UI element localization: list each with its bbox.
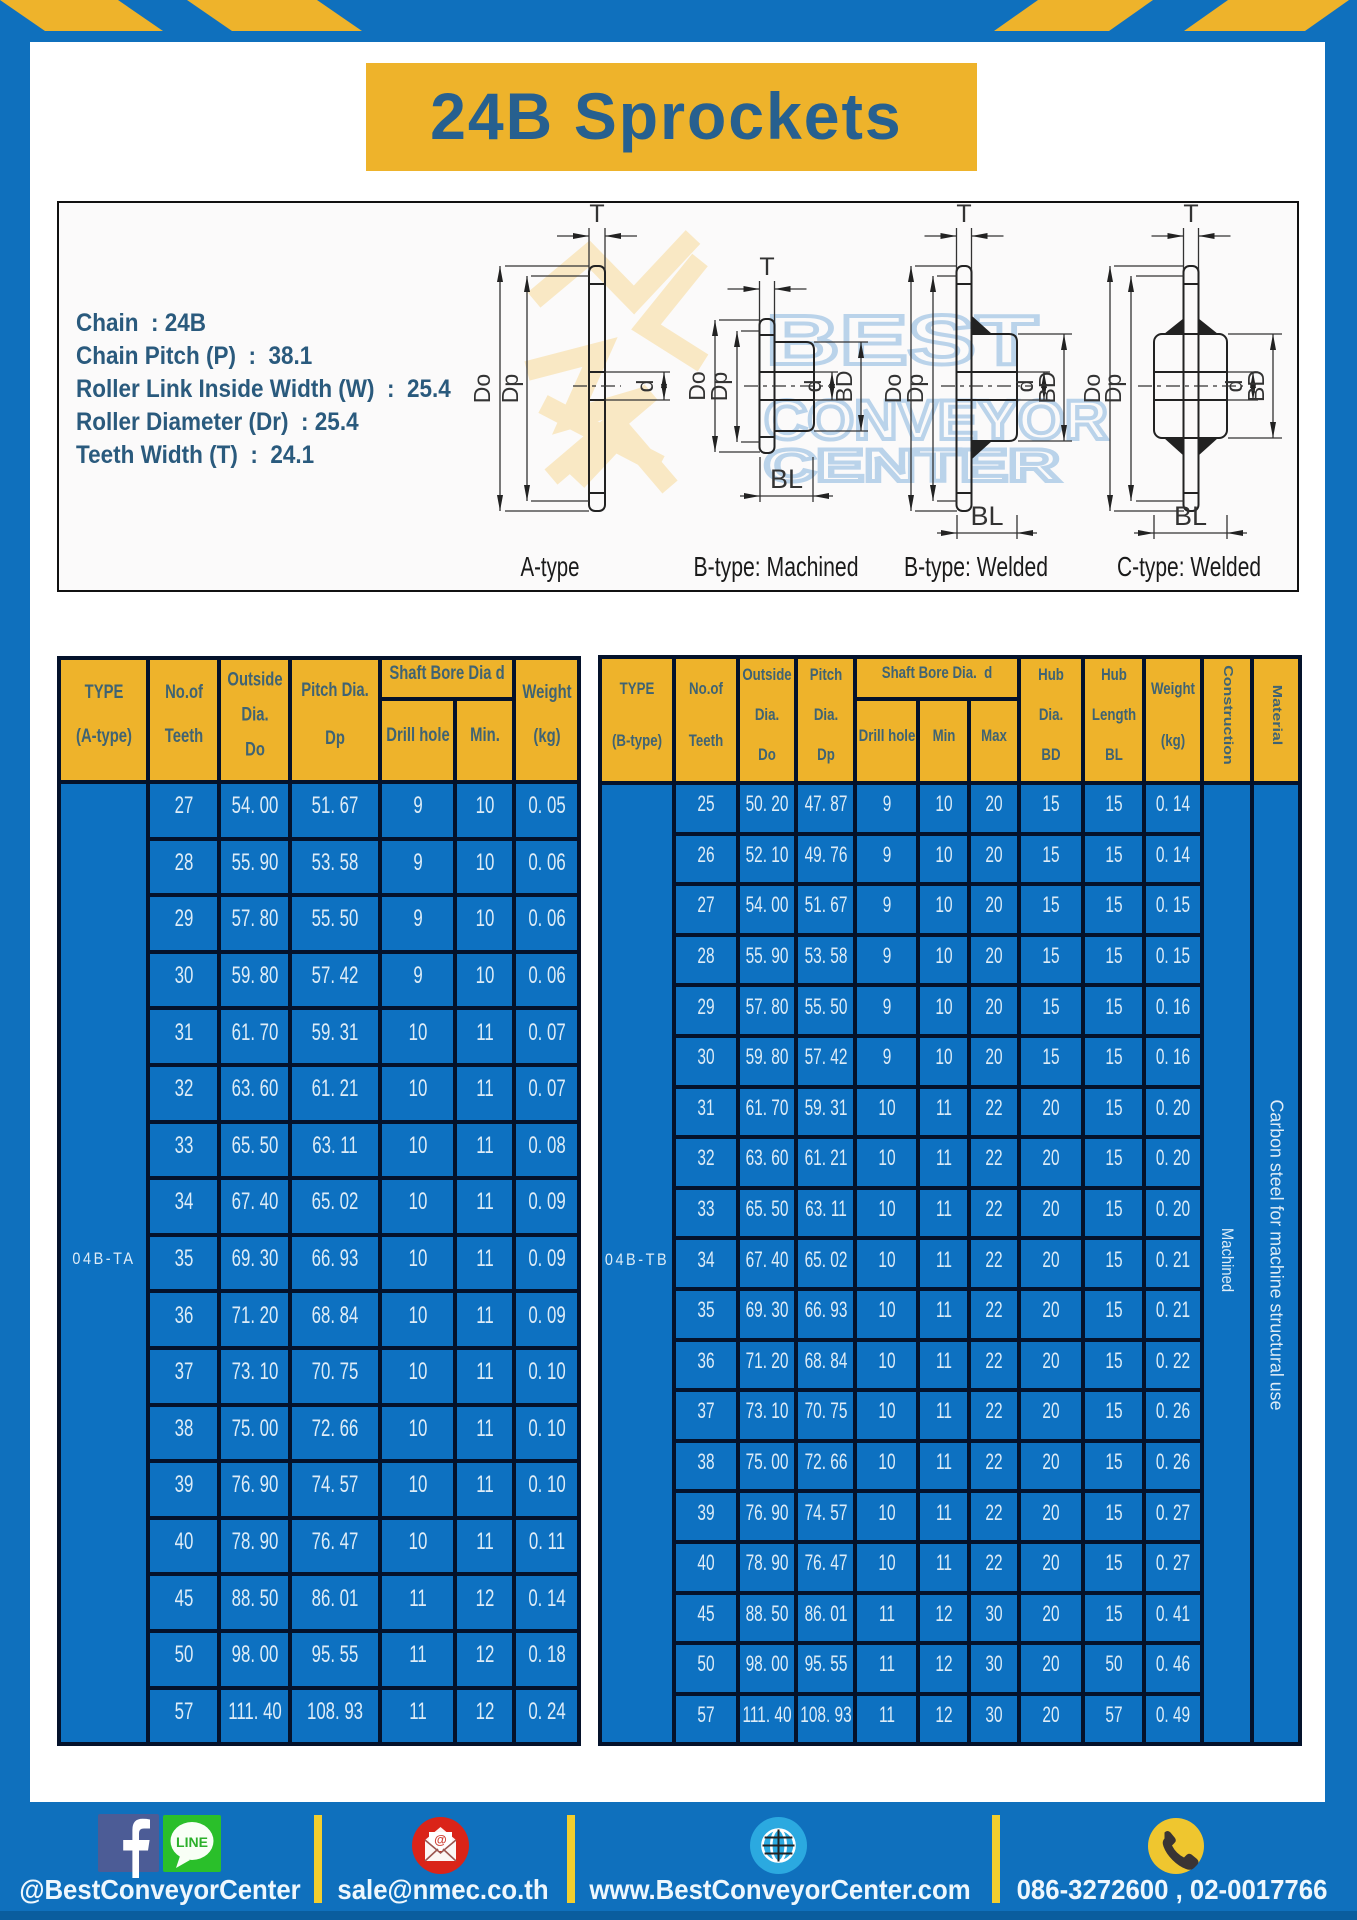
svg-text:CONVEYOR: CONVEYOR <box>764 388 1108 451</box>
svg-text:d: d <box>1012 380 1038 393</box>
svg-text:@: @ <box>434 1832 447 1847</box>
svg-text:Dp: Dp <box>902 374 928 403</box>
svg-text:Dp: Dp <box>706 372 732 401</box>
svg-text:LINE: LINE <box>176 1834 208 1850</box>
svg-text:Do: Do <box>880 374 906 403</box>
svg-text:d: d <box>800 380 826 393</box>
svg-text:d: d <box>1221 380 1247 393</box>
svg-text:d: d <box>632 380 658 393</box>
svg-text:Do: Do <box>684 371 710 400</box>
svg-text:BD: BD <box>1243 370 1269 402</box>
svg-text:T: T <box>759 253 774 281</box>
svg-text:T: T <box>956 200 971 228</box>
svg-text:T: T <box>1183 200 1198 228</box>
svg-text:BD: BD <box>831 371 857 403</box>
svg-text:BD: BD <box>1034 372 1060 404</box>
svg-text:B-type: Machined: B-type: Machined <box>694 551 859 582</box>
svg-text:CENTER: CENTER <box>764 440 1060 491</box>
svg-text:BEST: BEST <box>766 301 1038 379</box>
svg-text:T: T <box>589 200 604 228</box>
svg-text:Dp: Dp <box>497 374 523 403</box>
svg-text:C-type: Welded: C-type: Welded <box>1117 551 1261 582</box>
svg-text:BL: BL <box>970 501 1003 531</box>
svg-text:Do: Do <box>1079 374 1105 403</box>
svg-text:A-type: A-type <box>521 551 580 582</box>
svg-text:BL: BL <box>1174 501 1207 531</box>
svg-text:BL: BL <box>770 464 803 494</box>
svg-text:B-type: Welded: B-type: Welded <box>904 551 1048 582</box>
svg-text:Dp: Dp <box>1100 374 1126 403</box>
svg-text:Do: Do <box>469 374 495 403</box>
